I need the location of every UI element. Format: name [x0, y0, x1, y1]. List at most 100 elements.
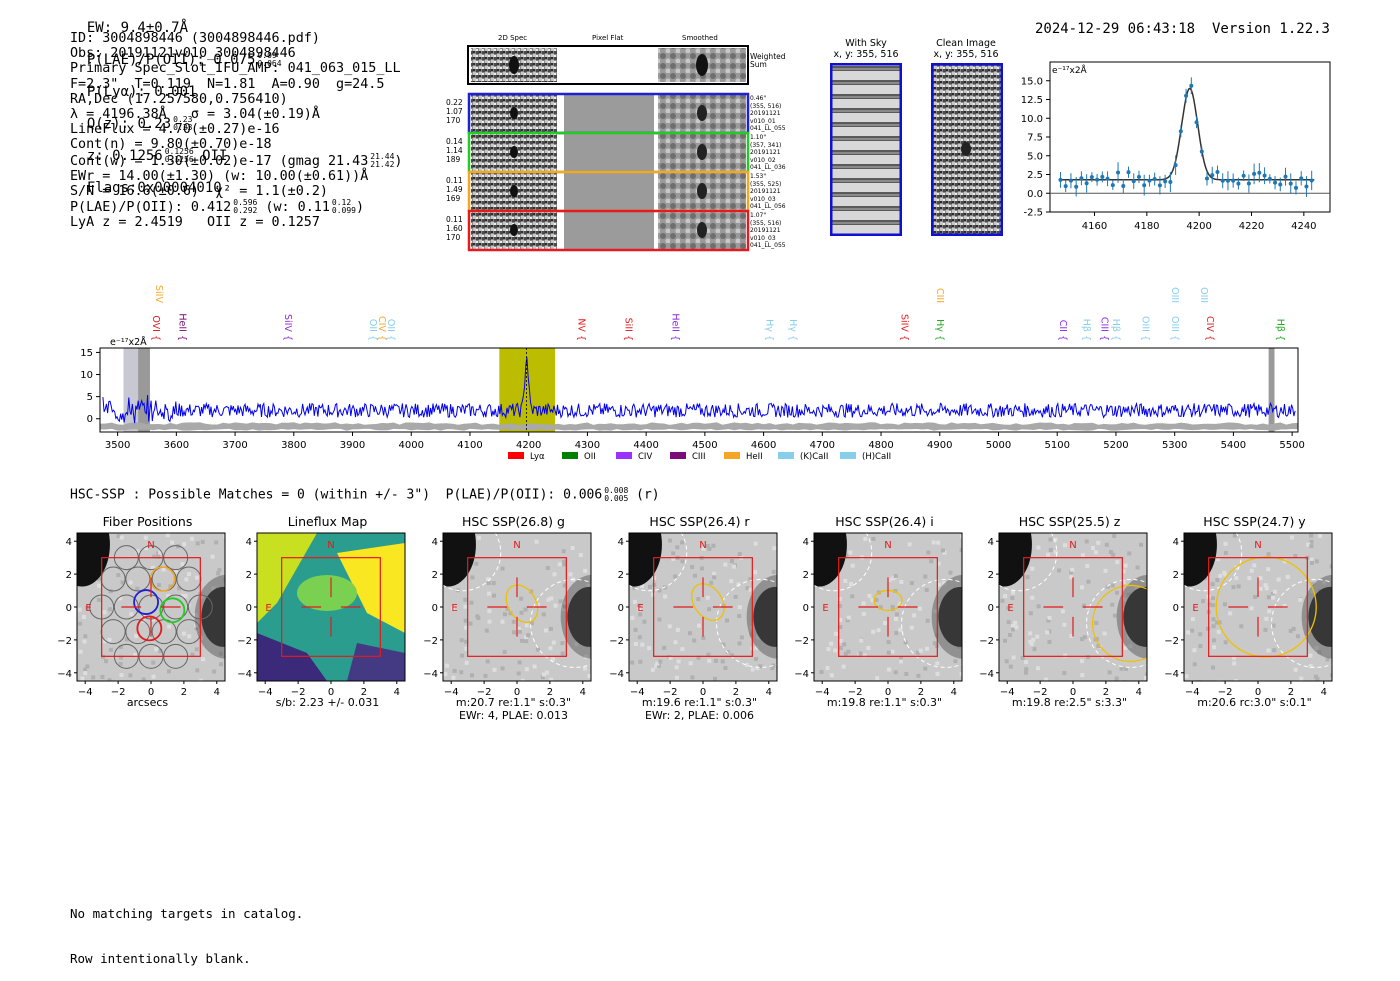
noise-pixel	[486, 577, 491, 582]
line-id-label: OIII {	[1169, 316, 1180, 341]
line-id-label: SiIV {	[899, 314, 910, 341]
panel-image: N E −4 −4 −2 −2 0 0 2 2 4 4	[794, 532, 963, 698]
neighbor-ellipse	[999, 533, 1058, 592]
error-band	[100, 420, 1298, 431]
noise-pixel	[223, 534, 225, 539]
noise-pixel	[141, 677, 146, 681]
panel-ytick-label: −2	[423, 636, 438, 647]
line-id-label: Hβ {	[1110, 319, 1121, 341]
zoom-data-point	[1210, 173, 1215, 178]
noise-pixel	[83, 634, 88, 639]
noise-pixel	[1293, 553, 1298, 558]
noise-pixel	[863, 536, 868, 541]
line-id-label: OIII	[1198, 287, 1209, 303]
clean-image	[931, 63, 1003, 236]
noise-pixel	[1102, 631, 1107, 636]
noise-pixel	[96, 583, 101, 588]
noise-pixel	[932, 641, 937, 646]
noise-pixel	[707, 658, 712, 663]
noise-pixel	[557, 562, 562, 567]
north-label: N	[884, 540, 891, 551]
info-id: ID: 3004898446 (3004898446.pdf)	[70, 31, 320, 46]
legend-label: OII	[584, 452, 596, 462]
noise-pixel	[633, 641, 638, 646]
row-right-meta: 1.53" (355, 525) 20191121 v010_03 041_LL_056	[750, 173, 786, 211]
zoom-data-point	[1299, 176, 1304, 181]
noise-pixel	[662, 645, 667, 650]
panel-xtick-label: 4	[1136, 687, 1142, 698]
noise-pixel	[1028, 611, 1033, 616]
info-plae-sub: 0.292	[233, 206, 258, 216]
hsc-sub: 0.005	[604, 494, 629, 503]
noise-pixel	[1190, 616, 1195, 621]
noise-pixel	[729, 579, 734, 584]
panel-xtick-label: 0	[148, 687, 154, 698]
lineflux-patch	[297, 575, 357, 611]
masked-region-right	[1268, 348, 1275, 432]
noise-pixel	[151, 674, 156, 679]
noise-pixel	[736, 582, 741, 587]
noise-pixel	[502, 612, 507, 617]
noise-pixel	[552, 572, 557, 577]
row-smoothed-blob	[697, 144, 707, 160]
noise-pixel	[680, 540, 685, 545]
panel-xtick-label: −4	[1000, 687, 1015, 698]
row-meta: (355, 516)	[750, 102, 782, 110]
noise-pixel	[459, 670, 464, 675]
noise-pixel	[1184, 674, 1189, 679]
noise-pixel	[675, 627, 680, 632]
noise-pixel	[676, 659, 681, 664]
noise-pixel	[134, 634, 139, 639]
noise-pixel	[890, 605, 895, 610]
noise-pixel	[1252, 594, 1257, 599]
spec-xtick-label: 3700	[222, 440, 247, 451]
noise-pixel	[858, 651, 863, 656]
noise-pixel	[1036, 666, 1041, 671]
noise-pixel	[753, 541, 758, 546]
noise-pixel	[1024, 660, 1029, 665]
noise-pixel	[926, 550, 931, 555]
noise-pixel	[771, 569, 776, 574]
row-stat: 189	[446, 155, 461, 164]
noise-pixel	[1046, 618, 1051, 623]
noise-pixel	[1271, 623, 1276, 628]
noise-pixel	[893, 670, 898, 675]
noise-pixel	[470, 575, 475, 580]
row-stat: 1.07	[446, 107, 463, 116]
zoom-ytick-label: 10.0	[1021, 114, 1043, 125]
zoom-data-point	[1074, 184, 1079, 189]
noise-pixel	[1310, 581, 1315, 586]
noise-pixel	[674, 665, 679, 670]
noise-pixel	[551, 640, 556, 645]
panel-xtick-label: 2	[1288, 687, 1294, 698]
panel-xtick-label: −4	[258, 687, 273, 698]
noise-pixel	[463, 625, 468, 630]
noise-pixel	[1223, 640, 1228, 645]
panel-ytick-label: 2	[66, 570, 72, 581]
panel-ytick-label: 4	[618, 537, 624, 548]
noise-pixel	[551, 657, 556, 662]
noise-pixel	[583, 666, 588, 671]
panel-xtick-label: 2	[181, 687, 187, 698]
noise-pixel	[1252, 563, 1257, 568]
noise-pixel	[1264, 616, 1269, 621]
panel-ytick-label: 2	[1173, 570, 1179, 581]
zoom-data-point	[1131, 179, 1136, 184]
panel-ytick-label: 0	[432, 603, 438, 614]
noise-pixel	[1234, 576, 1239, 581]
noise-pixel	[1003, 594, 1008, 599]
noise-pixel	[893, 573, 898, 578]
noise-pixel	[692, 638, 697, 643]
noise-pixel	[1112, 613, 1117, 618]
row-frame	[467, 209, 750, 252]
noise-pixel	[936, 540, 941, 545]
noise-pixel	[904, 672, 909, 677]
noise-pixel	[838, 646, 843, 651]
info-ewr: EWr = 14.00(±1.30) (w: 10.00(±0.61))Å	[70, 168, 369, 184]
noise-pixel	[1291, 626, 1296, 631]
noise-pixel	[1223, 550, 1228, 555]
noise-pixel	[1216, 557, 1221, 562]
flags: Flags:0x00004010	[86, 180, 222, 196]
zoom-data-point	[1058, 177, 1063, 182]
plae-w-sup: 0.12	[331, 198, 352, 208]
